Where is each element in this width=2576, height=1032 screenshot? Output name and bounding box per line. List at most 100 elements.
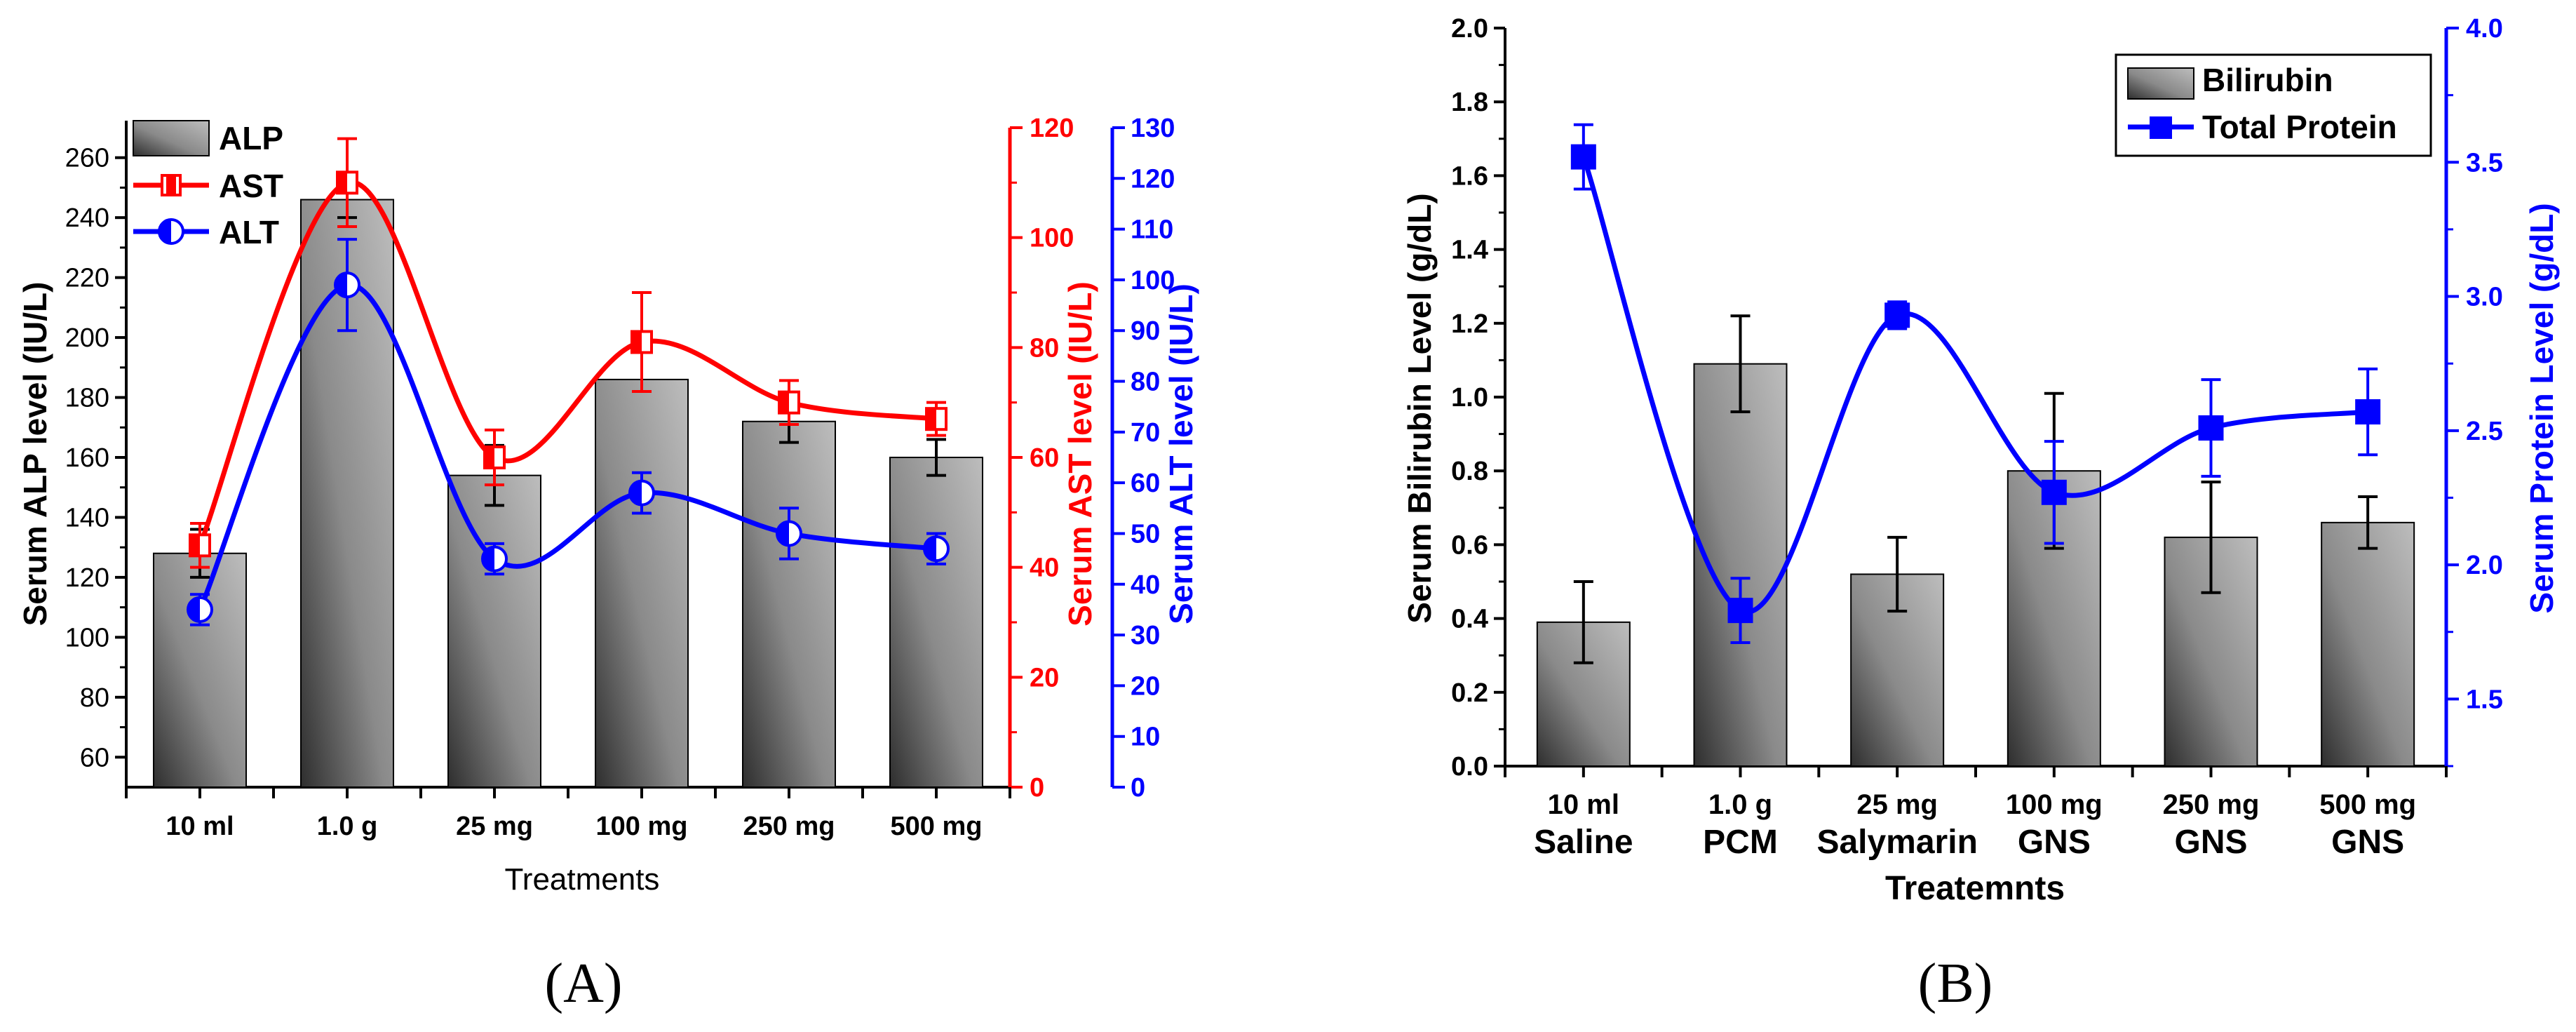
a-x-label-1: 1.0 g [317,812,378,841]
panel-a-ast-axis-title: Serum AST level (IU/L) [1062,281,1098,626]
panel-b-x-axis-title: Treatemnts [1885,870,2065,907]
b-right-tick-label-5: 4.0 [2466,14,2503,43]
b-x-dose-label-0: 10 ml [1548,789,1619,820]
b-right-tick-label-0: 1.5 [2466,685,2503,714]
alp-bar-0 [153,552,247,789]
protein-point-5 [2355,399,2381,425]
a-ast-tick-label-0: 0 [1030,773,1044,803]
panel-b-protein-series [1570,123,2381,645]
b-right-tick-label-1: 2.0 [2466,551,2503,580]
ast-point-fill-2 [485,447,494,468]
b-x-dose-label-3: 100 mg [2006,789,2103,820]
b-x-group-label-4: GNS [2174,824,2247,861]
panel-a-x-axis-title: Treatments [505,862,660,897]
a-alt-tick-label-6: 60 [1131,469,1160,498]
a-alt-tick-label-9: 90 [1131,316,1160,346]
b-x-group-label-0: Saline [1534,824,1633,861]
b-left-tick-label-9: 1.8 [1451,88,1488,117]
a-alt-tick-label-7: 70 [1131,418,1160,448]
a-alt-tick-label-0: 0 [1131,773,1145,803]
b-x-group-label-2: Salymarin [1816,824,1977,861]
alp-bar-4 [742,420,836,788]
b-left-tick-label-1: 0.2 [1451,678,1488,708]
panel-b-legend: Bilirubin Total Protein [2115,53,2432,157]
legend-alt-marker-half [159,220,171,243]
panel-b-bars [1536,314,2415,768]
b-left-tick-label-0: 0.0 [1451,752,1488,782]
alt-point-fill-3 [630,481,642,505]
a-alt-tick-label-5: 50 [1131,519,1160,549]
protein-point-1 [1727,598,1753,624]
a-alt-tick-label-2: 20 [1131,671,1160,701]
a-alt-tick-label-13: 130 [1131,114,1175,143]
legend-protein-label: Total Protein [2202,109,2397,145]
panel-a-letter: (A) [544,953,622,1014]
a-x-label-3: 100 mg [596,812,688,841]
legend-protein-marker [2150,116,2172,139]
panel-a-alt-series [187,238,950,626]
a-left-tick-label-2: 100 [65,623,109,652]
a-left-tick-label-7: 200 [65,323,109,353]
a-ast-tick-label-3: 60 [1030,443,1059,473]
a-alt-tick-label-8: 80 [1131,368,1160,397]
panel-a-bars [153,180,983,789]
protein-point-3 [2041,479,2067,505]
ast-point-fill-0 [190,535,200,556]
a-alt-tick-label-4: 40 [1131,570,1160,600]
a-ast-tick-label-1: 20 [1030,663,1059,692]
panel-b-letter: (B) [1918,953,1993,1014]
b-x-dose-label-4: 250 mg [2163,789,2260,820]
panel-a-ast-ticks: 0 20 40 60 80 100 120 [1010,114,1074,803]
legend-ast-label: AST [219,168,283,204]
ast-point-fill-5 [926,408,936,430]
b-left-tick-label-4: 0.8 [1451,457,1488,486]
b-left-tick-label-7: 1.4 [1451,236,1488,265]
b-x-group-label-5: GNS [2331,824,2404,861]
b-x-dose-label-1: 1.0 g [1708,789,1772,820]
legend-alt-label: ALT [219,214,279,250]
a-alt-tick-label-12: 120 [1131,164,1175,194]
b-right-tick-label-2: 2.5 [2466,417,2503,446]
a-x-label-0: 10 ml [166,812,234,841]
b-left-tick-label-5: 1.0 [1451,383,1488,413]
b-left-tick-label-6: 1.2 [1451,309,1488,339]
a-alt-tick-label-10: 100 [1131,266,1175,295]
alp-bar-3 [595,378,689,788]
panel-b-left-ticks: 0.0 0.2 0.4 0.6 0.8 1.0 1.2 1.4 1.6 1.8 2.0 [1451,14,1505,782]
a-x-label-4: 250 mg [743,812,835,841]
a-x-label-5: 500 mg [891,812,983,841]
bilirubin-bar-5 [2321,521,2415,768]
b-right-tick-label-4: 3.5 [2466,148,2503,177]
a-left-tick-label-10: 260 [65,144,109,173]
b-left-tick-label-3: 0.6 [1451,530,1488,560]
a-left-tick-label-4: 140 [65,503,109,532]
b-left-tick-label-10: 2.0 [1451,14,1488,43]
protein-point-0 [1570,144,1596,170]
a-ast-tick-label-5: 100 [1030,224,1074,253]
panel-a-alt-ticks: 0 10 20 30 40 50 60 70 80 90 100 110 120 130 [1112,114,1175,803]
a-left-tick-label-6: 180 [65,384,109,413]
b-left-tick-label-2: 0.4 [1451,605,1488,634]
a-left-tick-label-1: 80 [80,683,109,713]
a-alt-tick-label-11: 110 [1131,215,1173,245]
alt-point-fill-5 [924,537,936,561]
a-alt-tick-label-3: 30 [1131,621,1160,650]
b-x-dose-label-5: 500 mg [2319,789,2416,820]
b-x-group-label-3: GNS [2018,824,2091,861]
panel-a-left-axis-title: Serum ALP level (IU/L) [17,282,53,626]
protein-point-4 [2198,415,2224,441]
panel-a-alt-axis-title: Serum ALT level (IU/L) [1163,283,1199,624]
a-left-tick-label-9: 240 [65,203,109,233]
a-ast-tick-label-2: 40 [1030,554,1059,583]
panel-b-right-axis-title: Serum Protein Level (g/dL) [2523,203,2560,613]
a-left-tick-label-5: 160 [65,443,109,473]
legend-bilirubin-label: Bilirubin [2202,62,2333,98]
a-ast-tick-label-6: 120 [1030,114,1074,143]
a-left-tick-label-3: 120 [65,563,109,593]
a-x-label-2: 25 mg [456,812,533,841]
panel-b-chart: 0.0 0.2 0.4 0.6 0.8 1.0 1.2 1.4 1.6 1.8 2.0 1.5 2.0… [1401,14,2560,1014]
panel-a-x-ticks: 10 ml 1.0 g 25 mg 100 mg 250 mg 500 mg [125,787,1011,841]
panel-b-right-ticks: 1.5 2.0 2.5 3.0 3.5 4.0 [2446,14,2503,768]
